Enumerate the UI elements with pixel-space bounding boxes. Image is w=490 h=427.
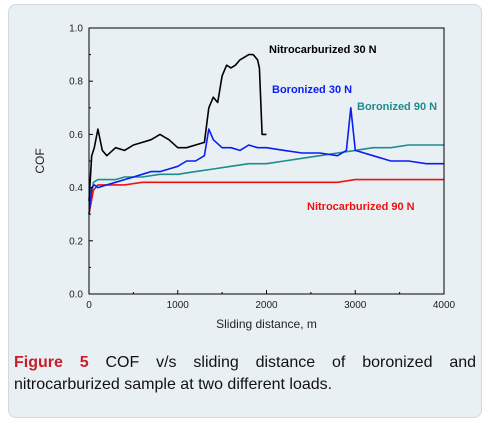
axes-layer [88,27,445,295]
series-label: Nitrocarburized 30 N [269,44,377,56]
series-label: Boronized 90 N [357,101,437,113]
series-line-boronized-90-n [88,144,444,215]
y-axis-title: COF [33,148,47,173]
series-line-nitrocarburized-30-n [88,53,267,201]
x-tick-label: 4000 [433,300,456,311]
x-axis-title: Sliding distance, m [216,317,317,331]
caption-label: Figure 5 [14,354,89,371]
y-tick-label: 1.0 [69,24,83,35]
y-tick-label: 0.2 [69,236,83,247]
x-tick-label: 1000 [167,300,190,311]
cof-line-chart: 0 1000 2000 3000 4000 0.0 0.2 0.4 0.6 0.8 1.0 Slidi… [33,24,456,332]
y-tick-label: 0.8 [69,77,83,88]
figure-panel [8,4,482,418]
y-tick-label: 0.4 [69,183,83,194]
caption-text: COF v/s sliding distance of boronized an… [14,354,477,393]
y-tick-label: 0.6 [69,130,83,141]
series-line-nitrocarburized-90-n [88,178,444,215]
x-tick-label: 2000 [255,300,278,311]
labels-layer: 0 1000 2000 3000 4000 0.0 0.2 0.4 0.6 0.8 1.0 Slidi… [33,24,456,332]
y-tick-label: 0.0 [69,290,83,301]
series-label: Boronized 30 N [272,84,352,96]
series-layer [88,53,444,215]
figure-caption: Figure 5 COF v/s sliding distance of bor… [14,352,476,396]
series-line-boronized-30-n [88,107,444,215]
series-label: Nitrocarburized 90 N [307,201,415,213]
x-tick-label: 0 [86,300,92,311]
x-tick-label: 3000 [344,300,367,311]
